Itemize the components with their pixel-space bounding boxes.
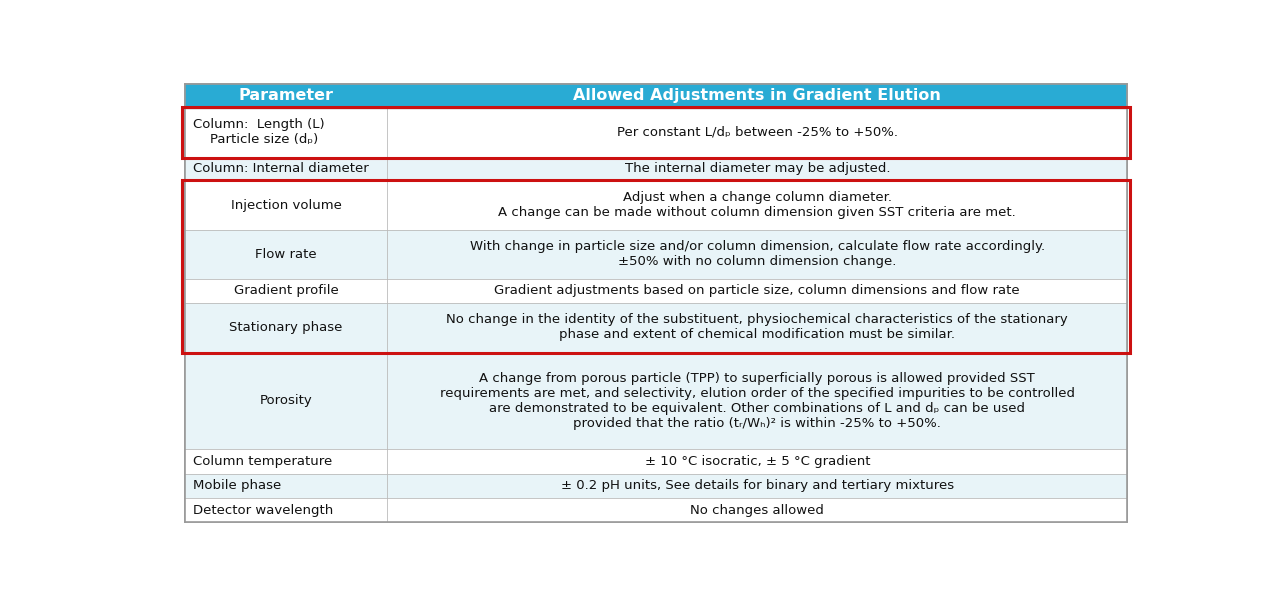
Bar	[184, 352, 1128, 449]
Text: Allowed Adjustments in Gradient Elution: Allowed Adjustments in Gradient Elution	[573, 88, 941, 103]
Text: Gradient adjustments based on particle size, column dimensions and flow rate: Gradient adjustments based on particle s…	[494, 284, 1020, 298]
Bar	[184, 449, 1128, 473]
Text: Injection volume: Injection volume	[230, 199, 342, 212]
Bar	[184, 157, 1128, 181]
Bar	[184, 108, 1128, 157]
Text: ± 10 °C isocratic, ± 5 °C gradient: ± 10 °C isocratic, ± 5 °C gradient	[645, 455, 870, 468]
Text: Detector wavelength: Detector wavelength	[193, 504, 333, 517]
Bar	[184, 303, 1128, 352]
Bar	[184, 181, 1128, 230]
Bar	[184, 230, 1128, 278]
Text: Porosity: Porosity	[260, 394, 312, 407]
Text: Stationary phase: Stationary phase	[229, 321, 343, 334]
Text: Gradient profile: Gradient profile	[234, 284, 338, 298]
Text: Column temperature: Column temperature	[193, 455, 332, 468]
Text: Per constant L/dₚ between -25% to +50%.: Per constant L/dₚ between -25% to +50%.	[617, 126, 897, 139]
Text: No changes allowed: No changes allowed	[690, 504, 824, 517]
Bar	[182, 179, 1130, 353]
Bar	[184, 83, 1128, 108]
Text: With change in particle size and/or column dimension, calculate flow rate accord: With change in particle size and/or colu…	[470, 240, 1044, 268]
Text: Flow rate: Flow rate	[255, 248, 317, 261]
Bar	[184, 278, 1128, 303]
Text: Parameter: Parameter	[238, 88, 334, 103]
Text: Mobile phase: Mobile phase	[193, 479, 282, 493]
Text: Column:  Length (L)
    Particle size (dₚ): Column: Length (L) Particle size (dₚ)	[193, 118, 324, 146]
Bar	[182, 107, 1130, 158]
Bar	[184, 498, 1128, 523]
Text: Column: Internal diameter: Column: Internal diameter	[193, 163, 369, 175]
Text: Adjust when a change column diameter.
A change can be made without column dimens: Adjust when a change column diameter. A …	[498, 191, 1016, 220]
Text: No change in the identity of the substituent, physiochemical characteristics of : No change in the identity of the substit…	[447, 313, 1069, 341]
Text: The internal diameter may be adjusted.: The internal diameter may be adjusted.	[625, 163, 890, 175]
Text: A change from porous particle (TPP) to superficially porous is allowed provided : A change from porous particle (TPP) to s…	[440, 371, 1075, 430]
Bar	[184, 473, 1128, 498]
Text: ± 0.2 pH units, See details for binary and tertiary mixtures: ± 0.2 pH units, See details for binary a…	[561, 479, 954, 493]
